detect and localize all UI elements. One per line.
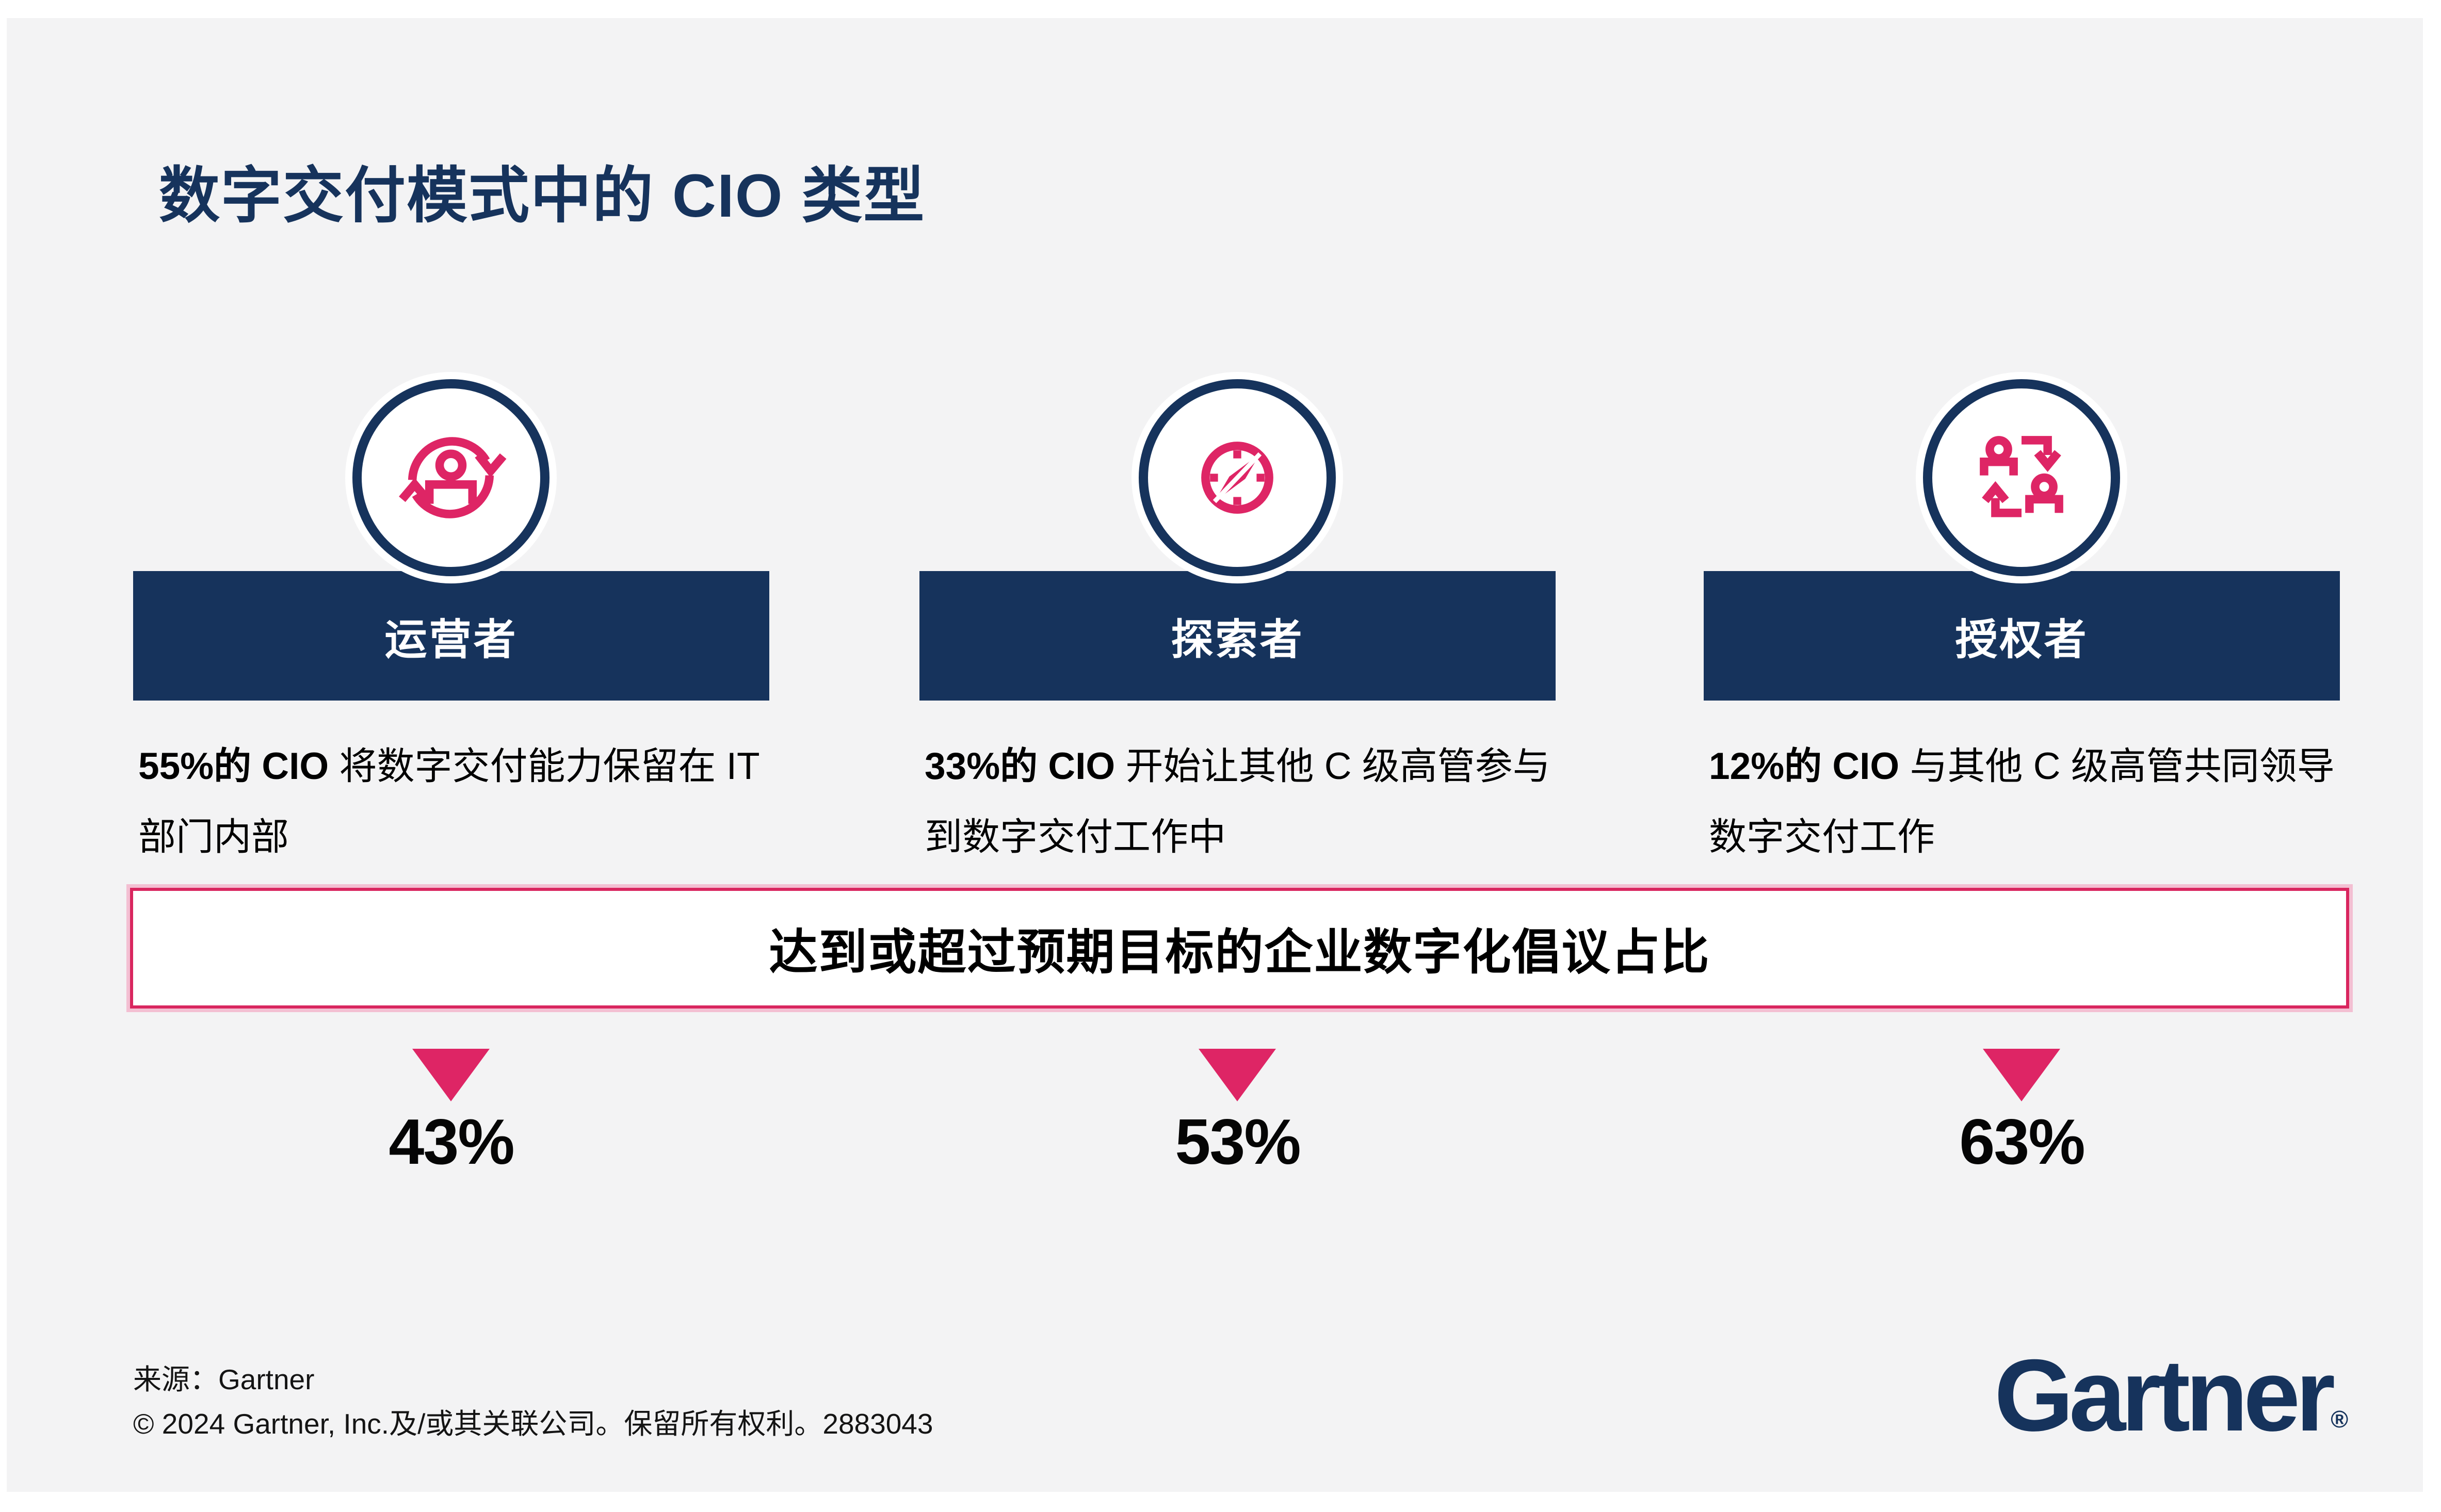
down-triangle-icon [412, 1049, 490, 1101]
copyright-line: © 2024 Gartner, Inc.及/或其关联公司。保留所有权利。2883… [133, 1408, 933, 1440]
column-header-label: 运营者 [384, 616, 518, 663]
column-header-bar: 运营者 [133, 571, 769, 701]
compass-icon [1201, 442, 1273, 514]
column-description: 55%的 CIO 将数字交付能力保留在 IT 部门内部 [138, 731, 765, 872]
description-text: 与其他 C 级高管共同领导数字交付工作 [1709, 745, 2335, 858]
metric-value: 53% [1175, 1107, 1301, 1178]
column-explorer: 探索者 33%的 CIO 开始让其他 C 级高管参与到数字交付工作中 53% [919, 18, 1556, 1512]
description-stat: 55%的 CIO [138, 745, 329, 787]
infographic-card: 数字交付模式中的 CIO 类型 运营者 55%的 CIO 将数字交付能力保留在 … [7, 18, 2423, 1492]
metric-value: 43% [389, 1107, 514, 1178]
person-cycle-icon [399, 437, 507, 518]
description-text: 开始让其他 C 级高管参与到数字交付工作中 [925, 745, 1550, 858]
operator-icon-badge [352, 379, 549, 576]
column-empowerer: 授权者 12%的 CIO 与其他 C 级高管共同领导数字交付工作 63% [1704, 18, 2340, 1512]
source-line: 来源：Gartner [133, 1363, 315, 1395]
metric-banner: 达到或超过预期目标的企业数字化倡议占比 [130, 888, 2349, 1009]
column-header-bar: 授权者 [1704, 571, 2340, 701]
description-stat: 12%的 CIO [1709, 745, 1900, 787]
column-header-label: 授权者 [1955, 616, 2089, 663]
column-header-bar: 探索者 [919, 571, 1556, 701]
description-stat: 33%的 CIO [925, 745, 1116, 787]
column-description: 12%的 CIO 与其他 C 级高管共同领导数字交付工作 [1709, 731, 2336, 872]
column-description: 33%的 CIO 开始让其他 C 级高管参与到数字交付工作中 [925, 731, 1551, 872]
empowerer-icon-badge [1923, 379, 2120, 576]
registered-mark-icon: ® [2331, 1406, 2349, 1433]
description-text: 将数字交付能力保留在 IT 部门内部 [138, 745, 759, 858]
gartner-logo: Gartner® [1994, 1337, 2348, 1454]
down-triangle-icon [1983, 1049, 2060, 1101]
down-triangle-icon [1199, 1049, 1276, 1101]
metric-banner-label: 达到或超过预期目标的企业数字化倡议占比 [769, 925, 1710, 979]
gartner-logo-text: Gartner [1994, 1338, 2335, 1452]
page-title: 数字交付模式中的 CIO 类型 [159, 162, 926, 230]
people-exchange-icon [1980, 436, 2063, 517]
metric-value: 63% [1959, 1107, 2085, 1178]
column-operator: 运营者 55%的 CIO 将数字交付能力保留在 IT 部门内部 43% [133, 18, 769, 1512]
footer: 来源：Gartner © 2024 Gartner, Inc.及/或其关联公司。… [133, 1357, 933, 1446]
column-header-label: 探索者 [1171, 616, 1304, 663]
explorer-icon-badge [1139, 379, 1336, 576]
